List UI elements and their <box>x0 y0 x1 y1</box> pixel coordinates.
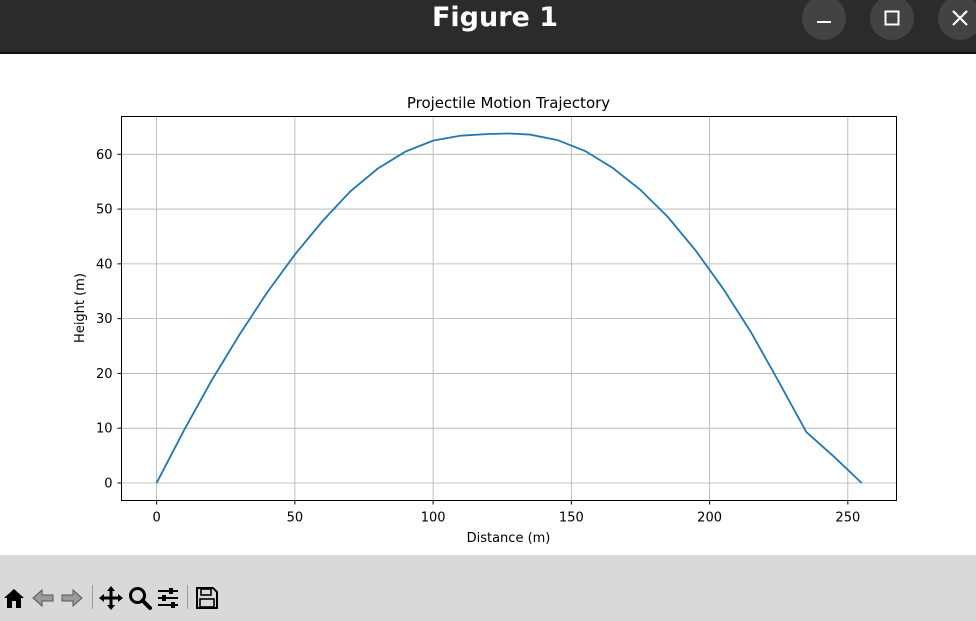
x-tick-label: 150 <box>559 511 584 526</box>
y-axis-ticks: 0 10 20 30 40 50 60 <box>96 148 122 491</box>
configure-subplots-icon <box>158 588 178 608</box>
plot-area-frame <box>121 116 897 501</box>
y-tick-label: 60 <box>96 148 113 163</box>
y-axis-label: Height (m) <box>73 273 88 343</box>
minimize-icon <box>817 21 831 23</box>
x-tick-label: 50 <box>287 511 304 526</box>
maximize-button[interactable] <box>870 0 914 40</box>
y-tick-label: 30 <box>96 312 113 327</box>
maximize-icon <box>884 10 900 26</box>
home-button[interactable] <box>1 585 27 611</box>
toolbar-separator <box>187 585 188 609</box>
x-tick-label: 200 <box>697 511 722 526</box>
x-tick-label: 250 <box>835 511 860 526</box>
forward-arrow-icon <box>61 588 83 608</box>
chart-svg: Projectile Motion Trajectory 0 50 100 150 20… <box>73 94 897 546</box>
trajectory-line <box>155 132 863 484</box>
save-floppy-icon <box>196 587 218 609</box>
pan-button[interactable] <box>98 585 124 611</box>
close-icon <box>952 10 968 26</box>
chart-title: Projectile Motion Trajectory <box>407 94 610 112</box>
zoom-magnifier-icon <box>129 587 152 610</box>
x-axis-ticks: 0 50 100 150 200 250 <box>152 500 860 526</box>
x-tick-label: 100 <box>421 511 446 526</box>
pan-move-icon <box>99 586 123 610</box>
back-arrow-icon <box>32 588 54 608</box>
figure-canvas: Projectile Motion Trajectory 0 50 100 150 20… <box>0 54 976 555</box>
close-button[interactable] <box>938 0 976 40</box>
configure-subplots-button[interactable] <box>155 585 181 611</box>
y-tick-label: 10 <box>96 422 113 437</box>
y-tick-label: 20 <box>96 367 113 382</box>
y-tick-label: 0 <box>104 476 112 491</box>
x-tick-label: 0 <box>152 511 160 526</box>
toolbar-separator <box>92 585 93 609</box>
y-tick-label: 50 <box>96 203 113 218</box>
home-icon <box>4 589 24 608</box>
forward-button[interactable] <box>59 585 85 611</box>
y-tick-label: 40 <box>96 257 113 272</box>
navigation-toolbar <box>0 555 976 621</box>
grid-lines <box>121 116 897 501</box>
window-titlebar: Figure 1 <box>0 0 976 54</box>
minimize-button[interactable] <box>802 0 846 40</box>
x-axis-label: Distance (m) <box>467 531 551 546</box>
save-button[interactable] <box>194 585 220 611</box>
window-title: Figure 1 <box>431 2 559 33</box>
back-button[interactable] <box>30 585 56 611</box>
zoom-button[interactable] <box>127 585 153 611</box>
